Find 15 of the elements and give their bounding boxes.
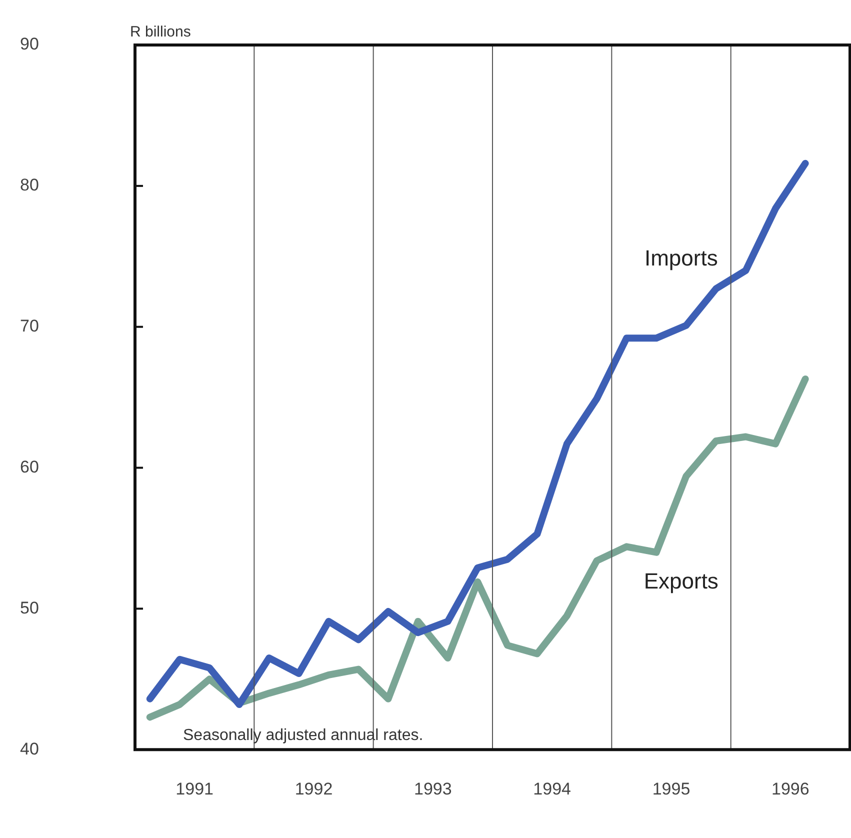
series-label: Exports xyxy=(644,568,718,594)
y-tick-label: 50 xyxy=(20,598,39,618)
y-tick-label: 90 xyxy=(20,34,39,54)
x-tick-label: 1996 xyxy=(772,779,810,798)
x-tick-label: 1992 xyxy=(294,779,333,798)
y-tick-label: 40 xyxy=(20,739,39,758)
x-tick-label: 1995 xyxy=(652,779,690,798)
x-tick-label: 1991 xyxy=(176,779,214,798)
x-tick-label: 1994 xyxy=(533,779,571,798)
x-tick-label: 1993 xyxy=(414,779,452,798)
y-tick-label: 70 xyxy=(20,316,39,336)
y-tick-label: 60 xyxy=(20,457,39,476)
y-tick-label: 80 xyxy=(20,176,39,195)
y-axis-title: R billions xyxy=(130,24,191,41)
series-label: Imports xyxy=(644,245,718,270)
